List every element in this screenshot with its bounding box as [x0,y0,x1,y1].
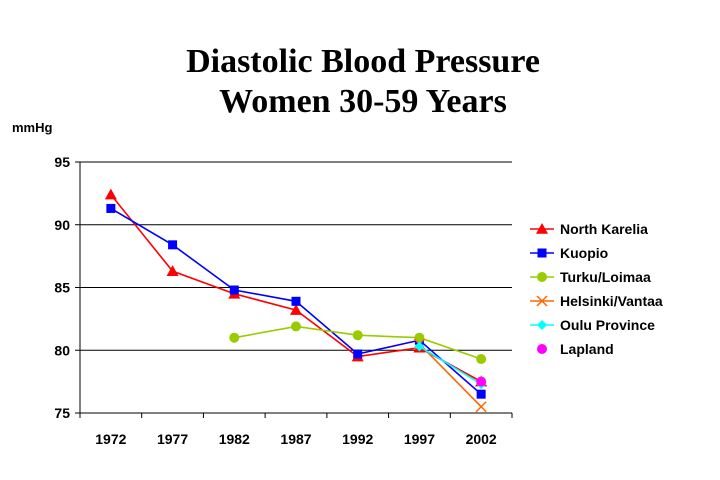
series-group [104,188,488,413]
x-marker-stroke [536,295,548,307]
y-tick-label: 75 [54,405,70,421]
legend-marker [537,344,547,354]
x-tick-label: 1982 [219,431,250,447]
data-point [414,332,425,343]
y-tick-label: 90 [54,217,70,233]
series-turku-loimaa [229,321,487,365]
x-tick-label: 2002 [466,431,497,447]
data-point [290,304,302,315]
data-point [353,349,363,359]
x-tick-label: 1992 [342,431,373,447]
x-tick-labels: 1972 1977 1982 1987 1992 1997 2002 [95,431,497,447]
series-line [419,345,482,385]
legend-label: Helsinki/Vantaa [560,293,663,309]
y-tick-labels: 95 90 85 80 75 [54,154,70,421]
legend-marker [537,248,547,258]
legend-item: Kuopio [530,245,608,261]
y-axis-unit-label: mmHg [12,120,53,135]
legend-marker [536,295,548,307]
data-point [291,321,301,332]
x-tick-label: 1997 [404,431,435,447]
data-point [476,376,487,387]
data-point [229,332,240,343]
data-point [168,240,178,250]
series-lapland [476,376,487,387]
legend-marker [537,320,547,330]
x-tick-label: 1987 [280,431,311,447]
series-line [418,343,482,408]
y-tick-label: 95 [54,154,70,170]
series-kuopio [106,203,486,399]
axes [75,161,513,418]
legend-item: North Karelia [530,221,648,237]
legend-marker [536,223,548,234]
chart-title-line-1: Diastolic Blood Pressure [186,43,540,80]
legend-item: Oulu Province [530,317,655,333]
y-tick-label: 85 [54,280,70,296]
x-tick-label: 1972 [95,431,126,447]
legend-marker [537,272,547,282]
data-point [476,354,487,365]
chart-title-line-2: Women 30-59 Years [219,83,507,120]
data-point [104,188,117,200]
grid-lines [80,161,512,351]
legend-item: Helsinki/Vantaa [530,293,663,309]
legend-label: Kuopio [560,245,608,261]
chart-title: Diastolic Blood Pressure Women 30-59 Yea… [0,42,720,122]
data-point [166,265,179,276]
legend-label: Oulu Province [560,317,655,333]
data-point [106,203,116,213]
legend-label: North Karelia [560,221,648,237]
data-point [291,296,301,306]
legend-label: Turku/Loimaa [560,269,651,285]
legend-label: Lapland [560,341,614,357]
legend: North Karelia Kuopio Turku/Loimaa Helsinki/… [530,221,663,357]
data-point [475,401,487,413]
legend-item: Lapland [537,341,614,357]
data-point [476,389,486,399]
data-point [414,341,425,352]
x-marker-stroke [475,401,487,413]
data-point [229,285,239,295]
data-point [352,330,363,341]
x-tick-label: 1977 [157,431,188,447]
legend-item: Turku/Loimaa [530,269,651,285]
series-line [110,194,482,383]
y-tick-label: 80 [54,342,70,358]
